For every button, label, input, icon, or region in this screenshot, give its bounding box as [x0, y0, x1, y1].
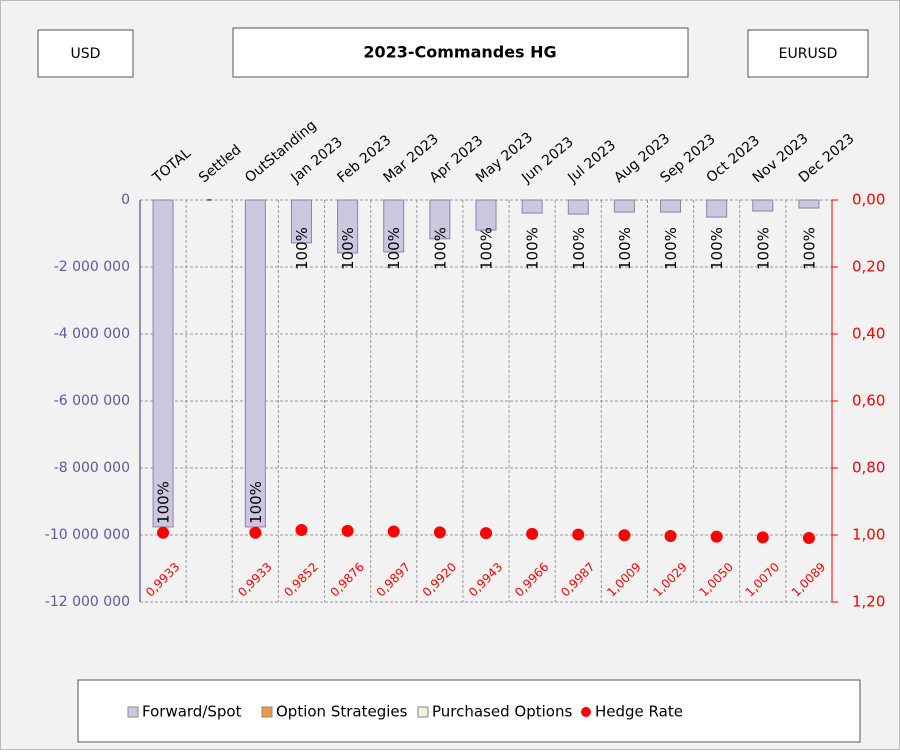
bar-label: 100%: [247, 481, 265, 524]
y2-tick-label: 0,40: [852, 325, 885, 343]
y-tick-label: -2 000 000: [54, 259, 130, 275]
hedge-point: [433, 526, 446, 539]
hedge-point: [618, 529, 631, 542]
bar-label: 100%: [662, 227, 680, 270]
bar-label: -: [207, 192, 212, 208]
hedge-point: [802, 531, 815, 544]
y-tick-label: -12 000 000: [45, 594, 130, 610]
y2-tick-label: 0,60: [852, 392, 885, 410]
hedge-point: [756, 531, 769, 544]
y2-tick-label: 0,80: [852, 459, 885, 477]
currency-pair: EURUSD: [779, 46, 838, 62]
hedge-point: [341, 524, 354, 537]
bar: [752, 199, 774, 212]
legend-swatch: [261, 706, 273, 718]
legend-label: Option Strategies: [276, 703, 408, 721]
hedge-point: [387, 525, 400, 538]
bar-label: 100%: [155, 481, 173, 524]
bar-label: 100%: [339, 227, 357, 270]
bar-label: 100%: [570, 227, 588, 270]
hedge-point: [157, 526, 170, 539]
bar-label: 100%: [524, 227, 542, 270]
y2-tick-label: 1,20: [852, 593, 885, 611]
y-tick-label: -8 000 000: [54, 460, 130, 476]
y-tick-label: 0: [121, 192, 130, 208]
y2-tick-label: 0,20: [852, 258, 885, 276]
hedge-point: [295, 524, 308, 537]
bar-label: 100%: [431, 227, 449, 270]
bar: [613, 199, 635, 213]
bar-label: 100%: [478, 227, 496, 270]
currency-box: [37, 29, 134, 78]
legend-swatch: [581, 707, 591, 717]
bar-label: 100%: [754, 227, 772, 270]
hedge-point: [664, 529, 677, 542]
bar: [152, 199, 174, 528]
chart-title: 2023-Commandes HG: [363, 43, 556, 62]
legend-label: Forward/Spot: [142, 703, 242, 721]
bar: [290, 199, 312, 244]
bar: [429, 199, 451, 240]
legend-label: Purchased Options: [432, 703, 572, 721]
currency: USD: [71, 46, 101, 62]
bar-label: 100%: [616, 227, 634, 270]
bar: [798, 199, 820, 209]
hedge-point: [572, 528, 585, 541]
bar: [521, 199, 543, 214]
bar: [383, 199, 405, 253]
hedge-point: [710, 530, 723, 543]
y-tick-label: -10 000 000: [45, 527, 130, 543]
y2-tick-label: 0,00: [852, 191, 885, 209]
y-tick-label: -6 000 000: [54, 393, 130, 409]
title-box: [232, 27, 689, 78]
hedge-point: [526, 527, 539, 540]
bar-label: 100%: [293, 227, 311, 270]
bar-label: 100%: [708, 227, 726, 270]
legend-label: Hedge Rate: [595, 703, 683, 721]
y2-tick-label: 1,00: [852, 526, 885, 544]
bar: [244, 199, 266, 528]
pair-box: [747, 29, 869, 78]
hedge-point: [249, 526, 262, 539]
legend-swatch: [127, 706, 139, 718]
legend-swatch: [417, 706, 429, 718]
hedge-point: [480, 527, 492, 540]
bar: [337, 199, 359, 254]
bar-label: 100%: [385, 227, 403, 270]
bar: [660, 199, 682, 213]
bar: [706, 199, 728, 218]
bar: [475, 199, 497, 231]
y-tick-label: -4 000 000: [54, 326, 130, 342]
bar: [567, 199, 589, 215]
legend-box: [77, 679, 861, 743]
bar-label: 100%: [800, 227, 818, 270]
